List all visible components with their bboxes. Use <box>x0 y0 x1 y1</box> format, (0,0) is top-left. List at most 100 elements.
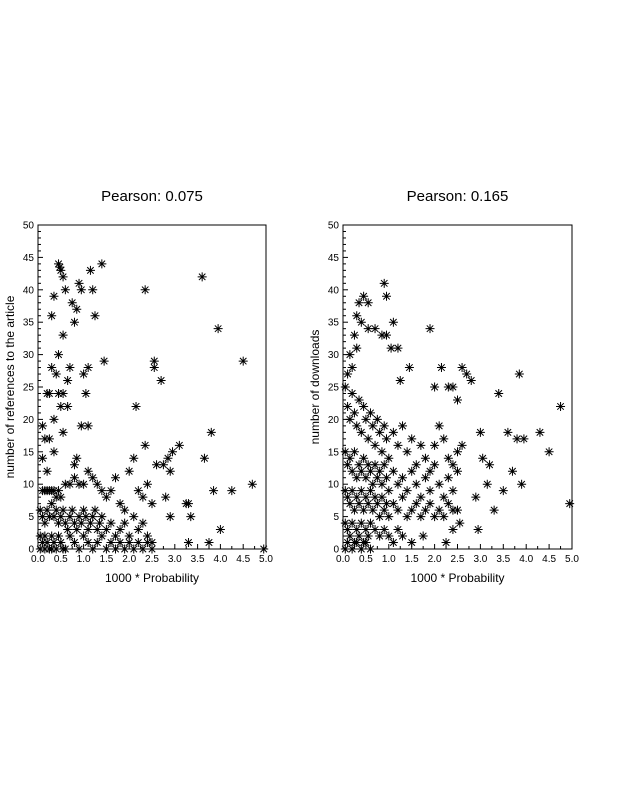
data-point <box>138 544 148 554</box>
data-points <box>35 259 269 554</box>
data-point <box>343 492 353 502</box>
data-point <box>455 518 465 528</box>
data-point <box>90 311 100 321</box>
data-point <box>69 473 79 483</box>
data-point <box>58 272 68 282</box>
data-point <box>365 408 375 418</box>
y-tick-label: 50 <box>328 221 340 232</box>
data-point <box>443 499 453 509</box>
data-point <box>478 453 488 463</box>
data-point <box>60 479 70 489</box>
data-point <box>90 505 100 515</box>
data-point <box>457 363 467 373</box>
data-point <box>47 311 57 321</box>
data-point <box>368 505 378 515</box>
x-tick-label: 2.0 <box>122 554 136 565</box>
data-point <box>407 538 417 548</box>
data-point <box>384 512 394 522</box>
y-axis-label: number of downloads <box>308 330 322 445</box>
data-point <box>368 479 378 489</box>
data-point <box>204 538 214 548</box>
data-point <box>393 440 403 450</box>
data-point <box>106 486 116 496</box>
data-point <box>345 350 355 360</box>
data-point <box>448 382 458 392</box>
data-point <box>54 486 64 496</box>
y-tick-label: 30 <box>328 350 340 361</box>
data-point <box>163 453 173 463</box>
data-point <box>411 460 421 470</box>
data-point <box>489 505 499 515</box>
data-point <box>81 512 91 522</box>
x-tick-label: 0.5 <box>359 554 373 565</box>
data-point <box>379 505 389 515</box>
data-point <box>199 453 209 463</box>
data-point <box>72 304 82 314</box>
data-point <box>99 356 109 366</box>
data-point <box>503 427 513 437</box>
data-point <box>434 421 444 431</box>
y-tick-label: 25 <box>328 383 340 394</box>
data-point <box>354 298 364 308</box>
data-point <box>370 440 380 450</box>
data-point <box>439 492 449 502</box>
data-point <box>79 505 89 515</box>
data-point <box>420 453 430 463</box>
data-point <box>138 518 148 528</box>
data-point <box>140 285 150 295</box>
data-point <box>343 538 353 548</box>
data-points <box>340 278 575 554</box>
data-point <box>51 492 61 502</box>
data-point <box>129 512 139 522</box>
data-point <box>356 427 366 437</box>
data-point <box>375 512 385 522</box>
data-point <box>35 544 45 554</box>
data-point <box>65 363 75 373</box>
chart-title: Pearson: 0.075 <box>101 188 203 205</box>
data-point <box>375 531 385 541</box>
data-point <box>60 285 70 295</box>
data-point <box>372 499 382 509</box>
data-point <box>83 363 93 373</box>
data-point <box>95 518 105 528</box>
data-point <box>354 499 364 509</box>
data-point <box>453 505 462 515</box>
data-point <box>384 453 394 463</box>
data-point <box>149 363 159 373</box>
data-point <box>379 421 389 431</box>
x-tick-label: 4.0 <box>213 554 227 565</box>
data-point <box>40 544 50 554</box>
data-point <box>97 512 107 522</box>
x-tick-label: 2.0 <box>428 554 442 565</box>
data-point <box>448 486 458 496</box>
data-point <box>352 525 362 535</box>
data-point <box>56 401 66 411</box>
data-point <box>377 330 387 340</box>
data-point <box>120 505 130 515</box>
data-point <box>124 538 134 548</box>
data-point <box>133 525 143 535</box>
data-point <box>49 512 59 522</box>
data-point <box>124 531 134 541</box>
y-tick-label: 50 <box>23 221 35 232</box>
data-point <box>368 421 378 431</box>
data-point <box>352 538 362 548</box>
data-point <box>347 518 357 528</box>
data-point <box>395 376 405 386</box>
data-point <box>54 388 64 398</box>
data-point <box>44 388 54 398</box>
data-point <box>183 538 193 548</box>
data-point <box>356 544 366 554</box>
data-point <box>349 408 359 418</box>
data-point <box>38 453 48 463</box>
data-point <box>349 447 359 457</box>
data-point <box>453 395 462 405</box>
data-point <box>345 414 355 424</box>
data-point <box>457 440 467 450</box>
data-point <box>111 531 121 541</box>
data-point <box>40 518 50 528</box>
data-point <box>356 518 366 528</box>
data-point <box>133 486 143 496</box>
data-point <box>377 447 387 457</box>
x-tick-label: 0.0 <box>336 554 350 565</box>
